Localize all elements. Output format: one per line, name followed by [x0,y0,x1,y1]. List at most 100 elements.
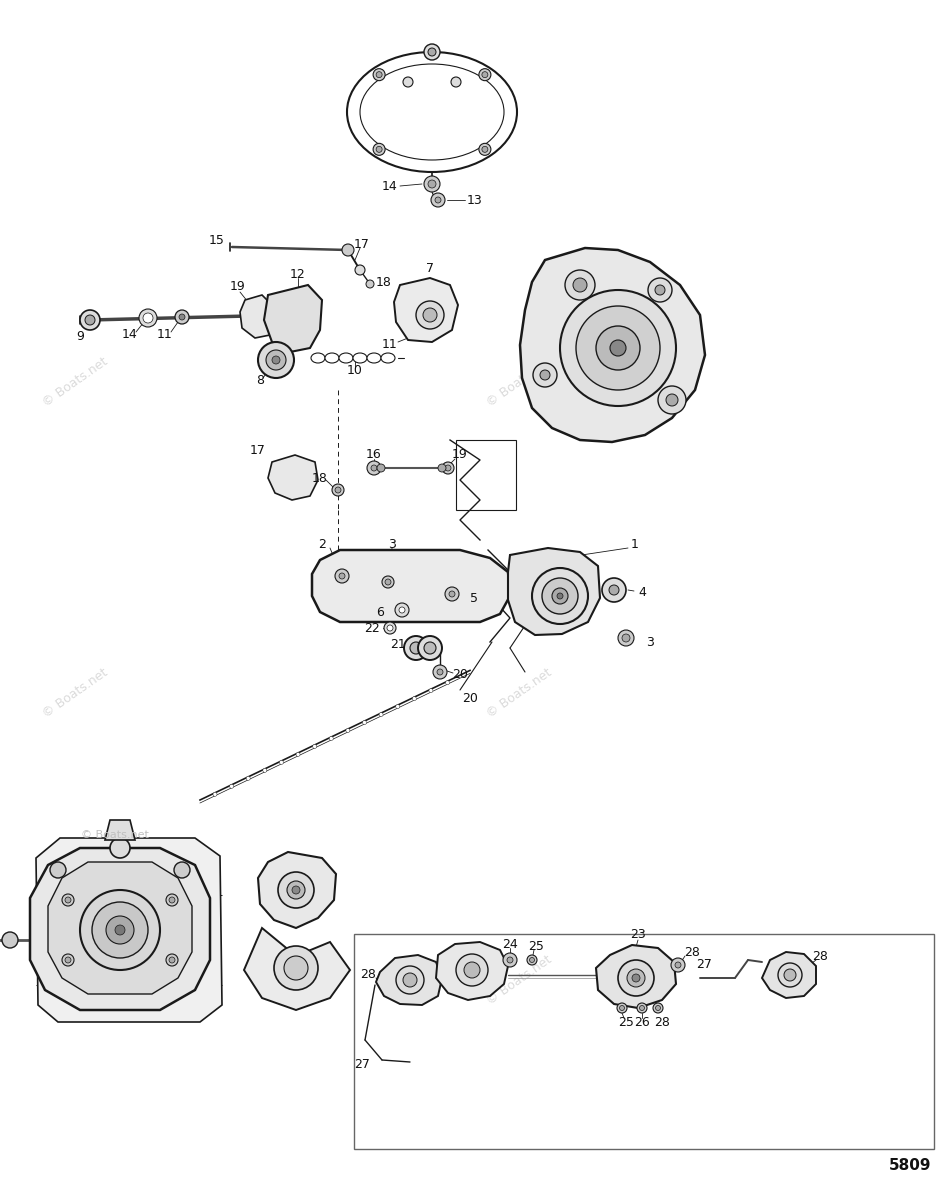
Polygon shape [268,454,318,500]
Circle shape [139,309,157,327]
Text: 18: 18 [376,275,392,288]
Circle shape [648,277,672,303]
Polygon shape [520,248,705,443]
Circle shape [387,626,393,631]
Circle shape [396,966,424,994]
Text: © Boats.net: © Boats.net [41,953,110,1008]
Circle shape [530,958,534,963]
Circle shape [610,340,626,356]
Circle shape [619,1006,625,1011]
Circle shape [403,77,413,87]
Text: 25: 25 [618,1015,634,1029]
Circle shape [266,350,286,370]
Circle shape [609,585,619,594]
Ellipse shape [367,353,381,364]
Circle shape [62,893,74,907]
Circle shape [627,969,645,987]
Text: © Boats.net: © Boats.net [484,355,554,410]
Circle shape [655,285,665,295]
Circle shape [65,897,71,903]
Text: 2: 2 [318,538,326,551]
Circle shape [428,48,436,56]
Circle shape [175,310,189,324]
Text: 17: 17 [250,444,266,457]
Text: 4: 4 [638,586,646,598]
Circle shape [423,309,437,322]
Text: 18: 18 [312,471,328,484]
Circle shape [435,197,441,203]
Circle shape [373,144,385,155]
Circle shape [428,181,436,188]
Circle shape [445,587,459,602]
Circle shape [332,484,344,496]
Polygon shape [48,862,192,994]
Text: 5809: 5809 [888,1158,931,1172]
Text: © Boats.net: © Boats.net [484,953,554,1008]
Circle shape [92,902,148,958]
Circle shape [449,591,455,597]
Polygon shape [258,852,336,928]
Circle shape [395,603,409,617]
Circle shape [413,696,416,701]
Ellipse shape [353,353,367,364]
Circle shape [287,881,305,899]
Text: © Boats.net: © Boats.net [41,666,110,721]
Circle shape [573,277,587,292]
Circle shape [658,386,686,414]
Circle shape [479,144,491,155]
Text: 9: 9 [76,330,84,342]
Circle shape [433,665,447,679]
Circle shape [169,957,175,963]
Text: 1: 1 [631,538,639,551]
Circle shape [675,962,681,968]
Text: 28: 28 [654,1015,670,1029]
Circle shape [666,393,678,405]
Circle shape [557,593,563,599]
Text: 27: 27 [354,1058,370,1072]
Text: 28: 28 [684,946,700,958]
Circle shape [385,579,391,585]
Circle shape [451,77,461,87]
Text: 21: 21 [390,639,406,652]
Circle shape [560,289,676,405]
Circle shape [445,465,451,471]
Circle shape [371,465,377,471]
Circle shape [437,669,443,675]
Circle shape [278,872,314,908]
Circle shape [166,954,178,966]
Circle shape [213,792,217,797]
Circle shape [258,342,294,378]
Circle shape [296,752,300,756]
Polygon shape [312,550,510,622]
Circle shape [115,925,125,935]
Circle shape [639,1006,645,1011]
Circle shape [80,310,100,330]
Ellipse shape [381,353,395,364]
Circle shape [503,953,517,968]
Circle shape [479,68,491,80]
Polygon shape [394,277,458,342]
Circle shape [507,957,513,963]
Circle shape [655,1006,661,1011]
Text: 3: 3 [646,635,654,648]
Circle shape [362,720,366,725]
Circle shape [416,301,444,329]
Text: 5: 5 [470,592,478,604]
Circle shape [671,958,685,972]
Circle shape [335,487,341,493]
Circle shape [373,68,385,80]
Text: 10: 10 [347,364,362,377]
Circle shape [396,704,399,708]
Circle shape [229,785,233,788]
Circle shape [637,1003,647,1013]
Circle shape [404,636,428,660]
Circle shape [166,893,178,907]
Text: © Boats.net: © Boats.net [81,830,149,840]
Ellipse shape [311,353,325,364]
Circle shape [540,370,550,380]
Circle shape [384,622,396,634]
Circle shape [106,916,134,944]
Circle shape [179,315,185,321]
Circle shape [446,681,449,684]
Circle shape [784,969,796,981]
